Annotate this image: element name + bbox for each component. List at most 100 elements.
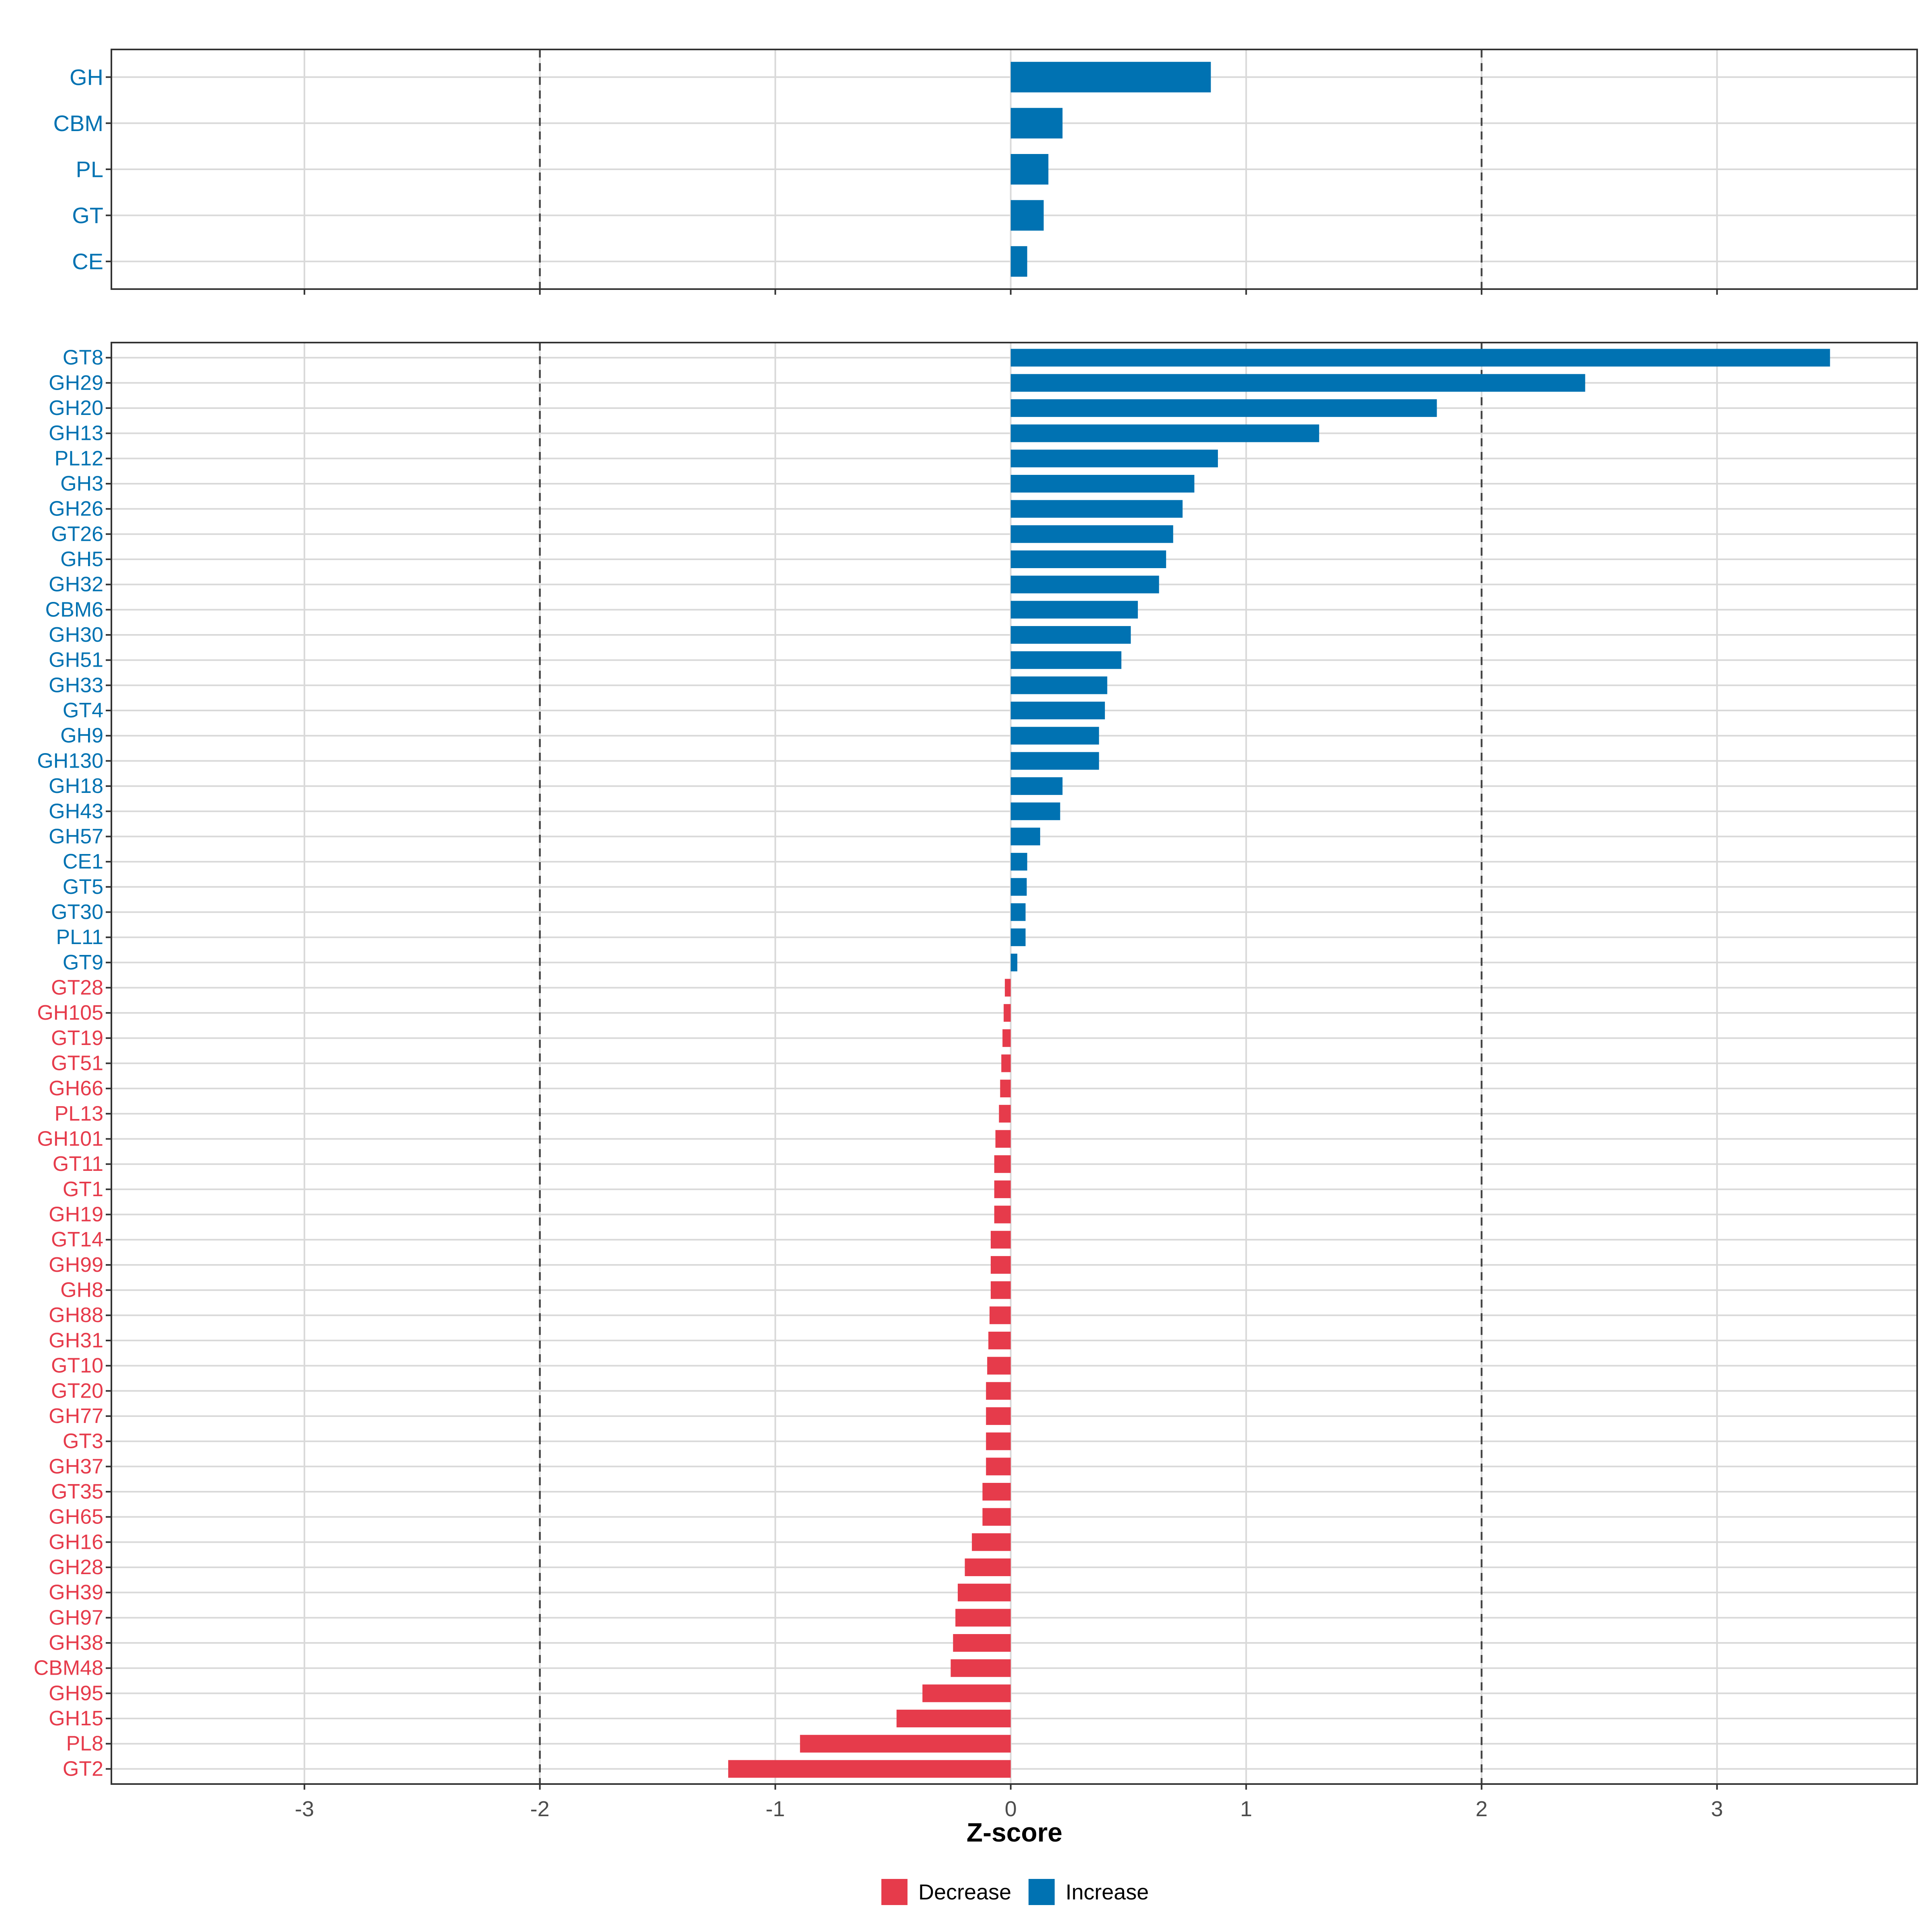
bottom-bar bbox=[1010, 802, 1060, 820]
bottom-bar bbox=[1010, 500, 1183, 518]
bottom-bar bbox=[1010, 953, 1018, 971]
bottom-x-tick-label: 1 bbox=[1240, 1797, 1252, 1821]
bottom-bar bbox=[986, 1382, 1011, 1400]
bottom-bar bbox=[1010, 702, 1105, 720]
bottom-category-label: GT30 bbox=[51, 900, 103, 924]
bottom-category-label: GH51 bbox=[49, 649, 103, 672]
bottom-category-label: GT3 bbox=[63, 1430, 103, 1453]
bottom-bar bbox=[1010, 928, 1026, 946]
bottom-category-label: PL11 bbox=[56, 926, 103, 949]
bottom-category-label: GH39 bbox=[49, 1581, 103, 1604]
bottom-bar bbox=[955, 1609, 1011, 1627]
bottom-bar bbox=[986, 1458, 1011, 1476]
bottom-category-label: GH8 bbox=[60, 1279, 103, 1302]
top-category-label: GT bbox=[72, 203, 103, 228]
top-panel-border bbox=[111, 49, 1918, 290]
bottom-bar bbox=[990, 1306, 1011, 1324]
bottom-category-label: GH29 bbox=[49, 371, 103, 394]
bottom-category-label: GH66 bbox=[49, 1077, 103, 1100]
bottom-category-label: CBM6 bbox=[45, 598, 103, 621]
bottom-category-label: GT51 bbox=[51, 1052, 103, 1075]
bottom-bar bbox=[1000, 1080, 1011, 1098]
bottom-category-label: CBM48 bbox=[34, 1657, 103, 1680]
bottom-category-label: GH3 bbox=[60, 472, 103, 495]
bottom-bar bbox=[1010, 903, 1026, 921]
bottom-category-label: GT28 bbox=[51, 976, 103, 999]
bottom-category-label: GH77 bbox=[49, 1404, 103, 1428]
bottom-bar bbox=[987, 1357, 1011, 1375]
bottom-category-label: GH37 bbox=[49, 1455, 103, 1478]
bottom-bar bbox=[1010, 827, 1040, 846]
top-category-label: CE bbox=[72, 249, 103, 274]
bottom-category-label: GH38 bbox=[49, 1631, 103, 1655]
top-category-label: PL bbox=[76, 157, 104, 182]
bottom-bar bbox=[1010, 727, 1099, 745]
bottom-category-label: GH130 bbox=[37, 749, 103, 772]
bottom-bar bbox=[1010, 676, 1107, 694]
bottom-bar bbox=[994, 1205, 1011, 1224]
bottom-category-label: GH65 bbox=[49, 1505, 103, 1529]
bottom-bar bbox=[990, 1231, 1011, 1249]
bottom-category-label: GH43 bbox=[49, 800, 103, 823]
bottom-category-label: GT1 bbox=[63, 1178, 103, 1201]
bottom-category-label: GH99 bbox=[49, 1253, 103, 1277]
bottom-bar bbox=[1010, 424, 1319, 442]
bottom-x-tick-label: -1 bbox=[766, 1797, 785, 1821]
bottom-panel-border bbox=[111, 342, 1918, 1785]
bottom-category-label: GH15 bbox=[49, 1707, 103, 1730]
bottom-category-label: GH16 bbox=[49, 1530, 103, 1554]
top-bar bbox=[1010, 108, 1063, 139]
bottom-bar bbox=[965, 1558, 1011, 1576]
bottom-category-label: PL12 bbox=[55, 447, 103, 470]
bottom-category-label: GT10 bbox=[51, 1354, 103, 1378]
top-category-label: CBM bbox=[53, 111, 103, 136]
top-panel: GH CBM PL GT CE bbox=[53, 49, 1918, 295]
bottom-category-label: GT19 bbox=[51, 1027, 103, 1050]
bottom-x-tick-label: 0 bbox=[1005, 1797, 1017, 1821]
bottom-category-label: GH101 bbox=[37, 1127, 103, 1151]
bottom-category-label: GT26 bbox=[51, 522, 103, 546]
bottom-bar bbox=[951, 1659, 1011, 1677]
bottom-category-label: GH88 bbox=[49, 1304, 103, 1327]
bottom-x-tick-label: -2 bbox=[530, 1797, 550, 1821]
bottom-bar bbox=[982, 1482, 1011, 1501]
bottom-category-label: GH30 bbox=[49, 623, 103, 647]
bottom-bar bbox=[1010, 651, 1121, 669]
bottom-category-label: GT14 bbox=[51, 1228, 103, 1251]
bottom-bar bbox=[1010, 575, 1159, 593]
bottom-category-label: GH5 bbox=[60, 548, 103, 571]
bottom-bar bbox=[1001, 1054, 1011, 1072]
bottom-bar bbox=[990, 1281, 1011, 1299]
bottom-bar bbox=[972, 1533, 1011, 1551]
bottom-category-label: GT11 bbox=[53, 1152, 103, 1176]
bottom-category-label: GH33 bbox=[49, 673, 103, 697]
bottom-bar bbox=[994, 1180, 1011, 1198]
legend-label-increase: Increase bbox=[1066, 1880, 1149, 1904]
bottom-bar bbox=[953, 1634, 1011, 1652]
bottom-bar bbox=[800, 1735, 1011, 1753]
bottom-bar bbox=[1010, 752, 1099, 770]
bottom-bar bbox=[1010, 399, 1437, 417]
bottom-category-label: GH95 bbox=[49, 1682, 103, 1705]
bottom-category-label: PL8 bbox=[66, 1732, 103, 1755]
bottom-bar bbox=[1010, 349, 1830, 367]
bottom-bar bbox=[922, 1684, 1011, 1702]
bottom-category-label: GT4 bbox=[63, 699, 103, 722]
top-bar bbox=[1010, 246, 1027, 277]
bottom-bar bbox=[1010, 474, 1195, 493]
bottom-category-label: GH97 bbox=[49, 1606, 103, 1629]
bottom-bar bbox=[1010, 626, 1131, 644]
bottom-bar bbox=[986, 1407, 1011, 1425]
bottom-x-tick-label: 3 bbox=[1711, 1797, 1723, 1821]
bottom-category-label: GT2 bbox=[63, 1757, 103, 1780]
top-bar bbox=[1010, 200, 1044, 231]
x-axis-title: Z-score bbox=[967, 1817, 1062, 1847]
bottom-bar bbox=[999, 1105, 1011, 1123]
top-bar bbox=[1010, 62, 1211, 92]
bottom-bar bbox=[1004, 1004, 1011, 1022]
bottom-bar bbox=[986, 1432, 1011, 1450]
bottom-bar bbox=[1010, 550, 1166, 569]
bottom-bar bbox=[1010, 777, 1063, 795]
